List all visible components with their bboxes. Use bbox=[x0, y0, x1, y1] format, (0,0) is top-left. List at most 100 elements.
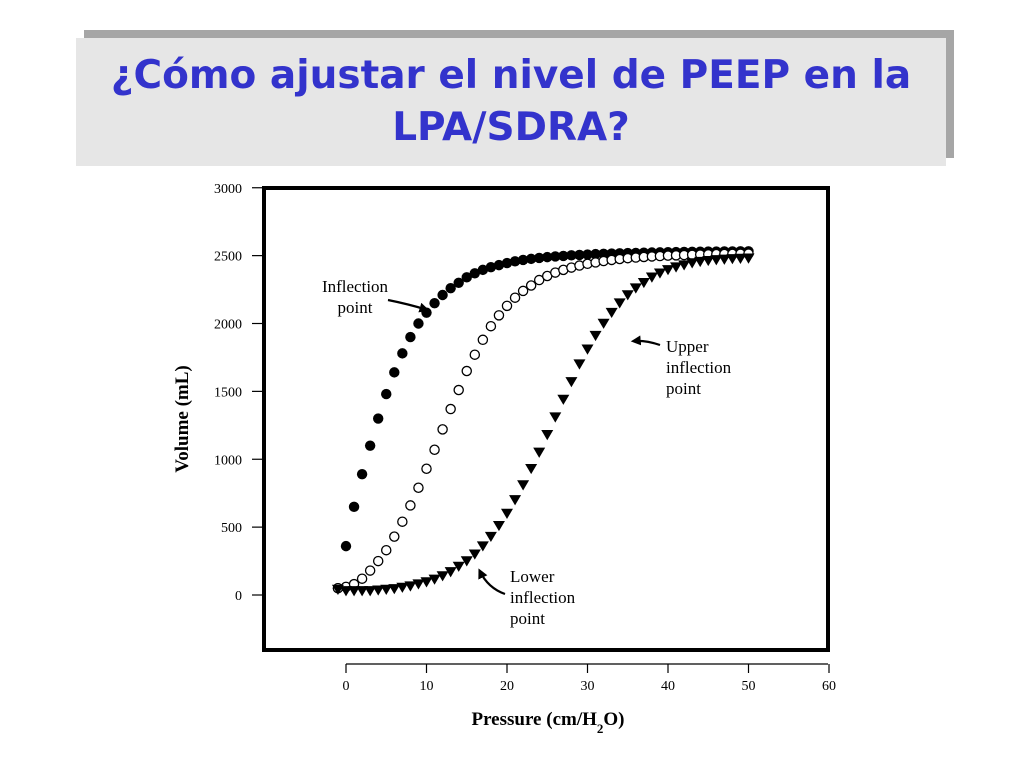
data-point bbox=[605, 307, 618, 319]
data-point bbox=[428, 574, 441, 585]
data-point bbox=[397, 516, 408, 527]
data-point bbox=[565, 377, 578, 388]
data-point bbox=[678, 260, 691, 271]
data-point bbox=[525, 280, 537, 291]
data-point bbox=[477, 264, 489, 276]
data-point bbox=[389, 367, 400, 378]
data-point bbox=[573, 359, 586, 370]
data-point bbox=[397, 348, 408, 359]
data-point bbox=[413, 318, 424, 329]
data-point bbox=[469, 268, 480, 279]
data-point bbox=[645, 272, 658, 283]
data-point bbox=[598, 248, 609, 260]
x-axis-title: Pressure (cm/H2O) bbox=[471, 709, 624, 736]
data-point bbox=[557, 394, 570, 405]
x-tick-label: 0 bbox=[343, 679, 350, 694]
series-layer bbox=[331, 246, 755, 597]
data-point bbox=[356, 468, 368, 480]
data-point bbox=[517, 480, 530, 491]
annotation-layer: Inflection point Upper inflection point Lower… bbox=[322, 277, 732, 628]
data-point bbox=[509, 256, 521, 267]
data-point bbox=[364, 565, 376, 576]
data-point bbox=[469, 349, 481, 360]
data-point bbox=[437, 289, 448, 301]
data-point bbox=[348, 501, 360, 512]
data-point bbox=[468, 549, 481, 560]
data-point bbox=[621, 290, 634, 301]
data-point bbox=[533, 274, 545, 286]
data-point bbox=[517, 254, 529, 266]
y-tick-label: 0 bbox=[235, 589, 242, 604]
x-tick-label: 60 bbox=[822, 679, 836, 694]
data-point bbox=[582, 249, 593, 260]
data-point bbox=[380, 544, 392, 556]
data-point bbox=[477, 334, 489, 346]
data-point bbox=[718, 254, 731, 265]
data-point bbox=[396, 582, 409, 593]
data-point bbox=[629, 283, 642, 294]
annotation-arrow bbox=[478, 568, 506, 596]
slide-title: ¿Cómo ajustar el nivel de PEEP en la LPA… bbox=[111, 50, 911, 154]
data-point bbox=[694, 256, 707, 268]
data-point bbox=[493, 259, 505, 271]
x-axis-ticks: 0 10 20 30 40 50 60 bbox=[343, 664, 836, 694]
data-point bbox=[380, 584, 393, 595]
data-point bbox=[742, 253, 755, 264]
data-point bbox=[653, 268, 666, 279]
data-point bbox=[485, 320, 497, 332]
series-open-circle bbox=[332, 248, 754, 594]
data-point bbox=[461, 272, 472, 283]
data-point bbox=[702, 255, 715, 267]
data-point bbox=[356, 586, 369, 597]
data-point bbox=[670, 262, 683, 273]
data-point bbox=[534, 252, 545, 264]
data-point bbox=[404, 581, 417, 592]
data-point bbox=[340, 540, 352, 552]
y-tick-label: 1500 bbox=[214, 385, 242, 400]
data-point bbox=[421, 463, 432, 475]
data-point bbox=[597, 318, 610, 329]
data-point bbox=[726, 254, 739, 265]
x-tick-label: 30 bbox=[581, 679, 595, 694]
data-point bbox=[453, 384, 464, 396]
data-point bbox=[525, 253, 537, 265]
data-point bbox=[613, 298, 626, 309]
data-point bbox=[550, 251, 561, 262]
data-point bbox=[453, 277, 464, 288]
series-filled-triangle-down bbox=[331, 253, 755, 597]
data-point bbox=[372, 555, 384, 567]
annotation-arrow bbox=[630, 335, 661, 347]
x-tick-label: 20 bbox=[500, 679, 514, 694]
annotation-label: Upper inflection point bbox=[666, 337, 732, 398]
data-point bbox=[476, 541, 489, 552]
data-point bbox=[429, 297, 440, 309]
data-point bbox=[413, 482, 424, 494]
data-point bbox=[348, 586, 361, 597]
x-tick-label: 10 bbox=[420, 679, 434, 694]
y-tick-label: 2500 bbox=[214, 250, 242, 265]
data-point bbox=[492, 520, 505, 532]
data-point bbox=[405, 331, 416, 343]
data-point bbox=[710, 255, 723, 266]
data-point bbox=[437, 424, 448, 435]
data-point bbox=[429, 444, 440, 455]
data-point bbox=[412, 579, 425, 590]
data-point bbox=[340, 586, 352, 597]
data-point bbox=[373, 413, 384, 424]
data-point bbox=[389, 531, 400, 542]
data-point bbox=[525, 463, 538, 475]
y-tick-label: 2000 bbox=[214, 318, 242, 333]
y-tick-label: 3000 bbox=[214, 182, 242, 197]
data-point bbox=[445, 403, 456, 415]
data-point bbox=[501, 508, 513, 519]
annotation-arrow bbox=[387, 298, 430, 313]
data-point bbox=[493, 310, 505, 321]
data-point bbox=[509, 495, 522, 506]
x-tick-label: 50 bbox=[742, 679, 756, 694]
slide-title-line1: ¿Cómo ajustar el nivel de PEEP en la bbox=[110, 53, 912, 98]
data-point bbox=[590, 248, 601, 260]
x-tick-label: 40 bbox=[661, 679, 675, 694]
data-point bbox=[501, 300, 513, 312]
data-point bbox=[388, 584, 401, 595]
